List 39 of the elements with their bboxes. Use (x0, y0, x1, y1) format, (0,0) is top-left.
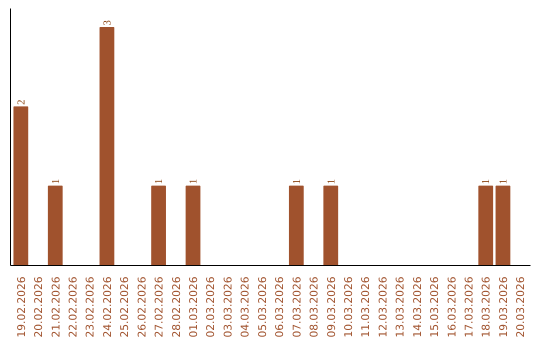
data-label: 1 (154, 178, 166, 184)
data-label: 1 (481, 178, 492, 184)
x-tick-label: 23.02.2026 (84, 276, 97, 338)
data-label: 1 (326, 178, 338, 184)
x-tick-label: 27.02.2026 (152, 276, 166, 338)
data-label: 2 (16, 100, 28, 105)
x-tick-label: 20.03.2026 (514, 276, 528, 338)
data-label: 3 (102, 20, 114, 26)
x-tick-label: 05.03.2026 (256, 276, 269, 338)
data-label: 1 (498, 178, 510, 184)
x-tick-label: 03.03.2026 (221, 276, 234, 338)
x-tick-label: 20.02.2026 (32, 276, 46, 338)
x-tick-label: 11.03.2026 (359, 276, 372, 338)
x-tick-label: 12.03.2026 (376, 276, 390, 338)
x-tick-label: 19.03.2026 (496, 276, 510, 338)
x-tick-label: 04.03.2026 (238, 276, 252, 338)
data-label: 1 (292, 178, 303, 184)
x-tick-label: 16.03.2026 (445, 276, 458, 338)
x-tick-label: 24.02.2026 (100, 276, 114, 338)
x-tick-label: 09.03.2026 (324, 276, 338, 338)
x-tick-label: 14.03.2026 (410, 276, 424, 338)
x-tick-label: 01.03.2026 (187, 276, 200, 338)
x-tick-label: 06.03.2026 (273, 276, 286, 338)
x-tick-label: 08.03.2026 (308, 276, 321, 338)
x-tick-label: 26.02.2026 (135, 276, 148, 338)
x-tick-label: 02.03.2026 (204, 276, 218, 338)
data-label: 1 (188, 178, 200, 184)
data-label: 1 (50, 178, 62, 184)
x-tick-label: 18.03.2026 (480, 276, 493, 338)
x-tick-label: 25.02.2026 (118, 276, 132, 338)
x-tick-label: 22.02.2026 (66, 276, 80, 338)
x-tick-label: 19.02.2026 (14, 276, 28, 338)
x-tick-label: 07.03.2026 (290, 276, 304, 338)
x-tick-label: 17.03.2026 (462, 276, 476, 338)
x-tick-label: 28.02.2026 (170, 276, 183, 338)
x-tick-label: 10.03.2026 (342, 276, 355, 338)
x-tick-label: 15.03.2026 (428, 276, 442, 338)
x-tick-label: 13.03.2026 (394, 276, 407, 338)
x-tick-label: 21.02.2026 (49, 276, 62, 338)
